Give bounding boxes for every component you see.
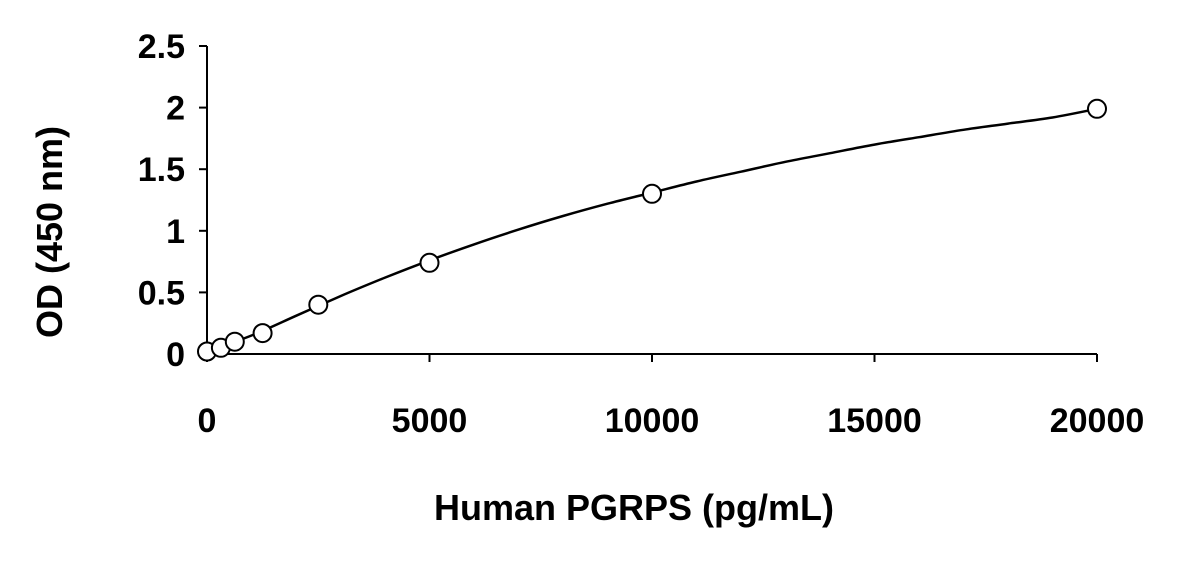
fit-curve-line — [206, 107, 1098, 353]
data-point — [642, 183, 662, 204]
y-tick-label: 0 — [166, 336, 185, 374]
y-tick-label: 2.5 — [138, 28, 185, 66]
x-tick-label: 10000 — [605, 402, 700, 440]
y-tick-label: 2 — [166, 90, 185, 128]
data-point — [1087, 98, 1107, 119]
tick-labels: 0 0.5 1 1.5 2 2.5 0 5000 10000 15000 20000 — [138, 28, 1145, 440]
x-tick-label: 5000 — [392, 402, 468, 440]
axes — [199, 45, 1098, 362]
x-tick-label: 0 — [198, 402, 217, 440]
data-point — [308, 294, 329, 315]
data-point — [252, 323, 273, 344]
x-tick-label: 15000 — [827, 402, 922, 440]
y-axis-title: OD (450 nm) — [29, 126, 70, 338]
x-axis-title: Human PGRPS (pg/mL) — [434, 487, 834, 528]
y-tick-label: 1 — [166, 213, 185, 251]
x-tick-label: 20000 — [1050, 402, 1145, 440]
y-tick-label: 0.5 — [138, 274, 185, 312]
data-point — [224, 331, 245, 352]
data-points — [197, 98, 1107, 362]
fit-curve-layer — [206, 107, 1098, 353]
data-point — [419, 252, 440, 273]
y-tick-label: 1.5 — [138, 151, 185, 189]
